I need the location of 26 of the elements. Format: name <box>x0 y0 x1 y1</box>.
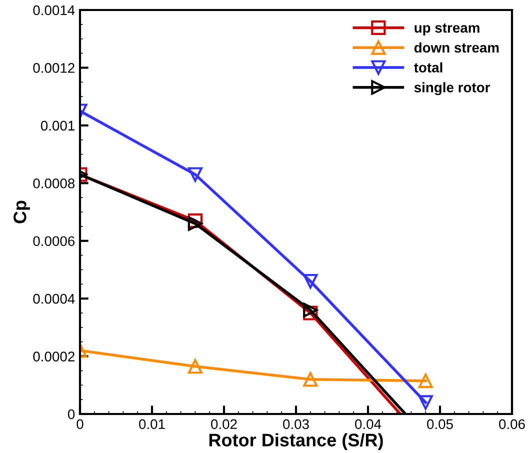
legend-label: single rotor <box>414 82 490 96</box>
legend-label: total <box>414 62 442 72</box>
y-tick-label: 0.001 <box>40 120 74 131</box>
x-tick-label: 0.06 <box>499 419 525 430</box>
y-tick-label: 0.0004 <box>33 294 75 304</box>
y-tick-label: 0.0014 <box>33 5 75 16</box>
y-tick-label: 0 <box>68 409 75 420</box>
point <box>418 395 433 410</box>
y-tick-label: 0.0002 <box>33 352 74 362</box>
x-axis-title: Rotor Distance (S/R) <box>209 433 383 450</box>
y-tick-label: 0.0008 <box>33 178 75 188</box>
legend-label: down stream <box>414 42 499 53</box>
point <box>418 374 433 388</box>
y-axis-title: Cp <box>14 200 30 224</box>
x-tick-label: 0.03 <box>283 419 309 430</box>
point <box>303 302 318 318</box>
x-tick-label: 0.05 <box>427 419 453 430</box>
x-tick-label: 0.04 <box>355 419 382 430</box>
x-tick-label: 0.01 <box>139 419 165 430</box>
point <box>303 372 318 387</box>
x-tick-label: 0 <box>76 419 84 430</box>
point <box>303 274 318 289</box>
x-tick-label: 0.02 <box>211 419 237 430</box>
legend-label: up stream <box>414 24 480 36</box>
y-tick-label: 0.0006 <box>33 236 75 246</box>
y-tick-label: 0.0012 <box>33 63 74 73</box>
